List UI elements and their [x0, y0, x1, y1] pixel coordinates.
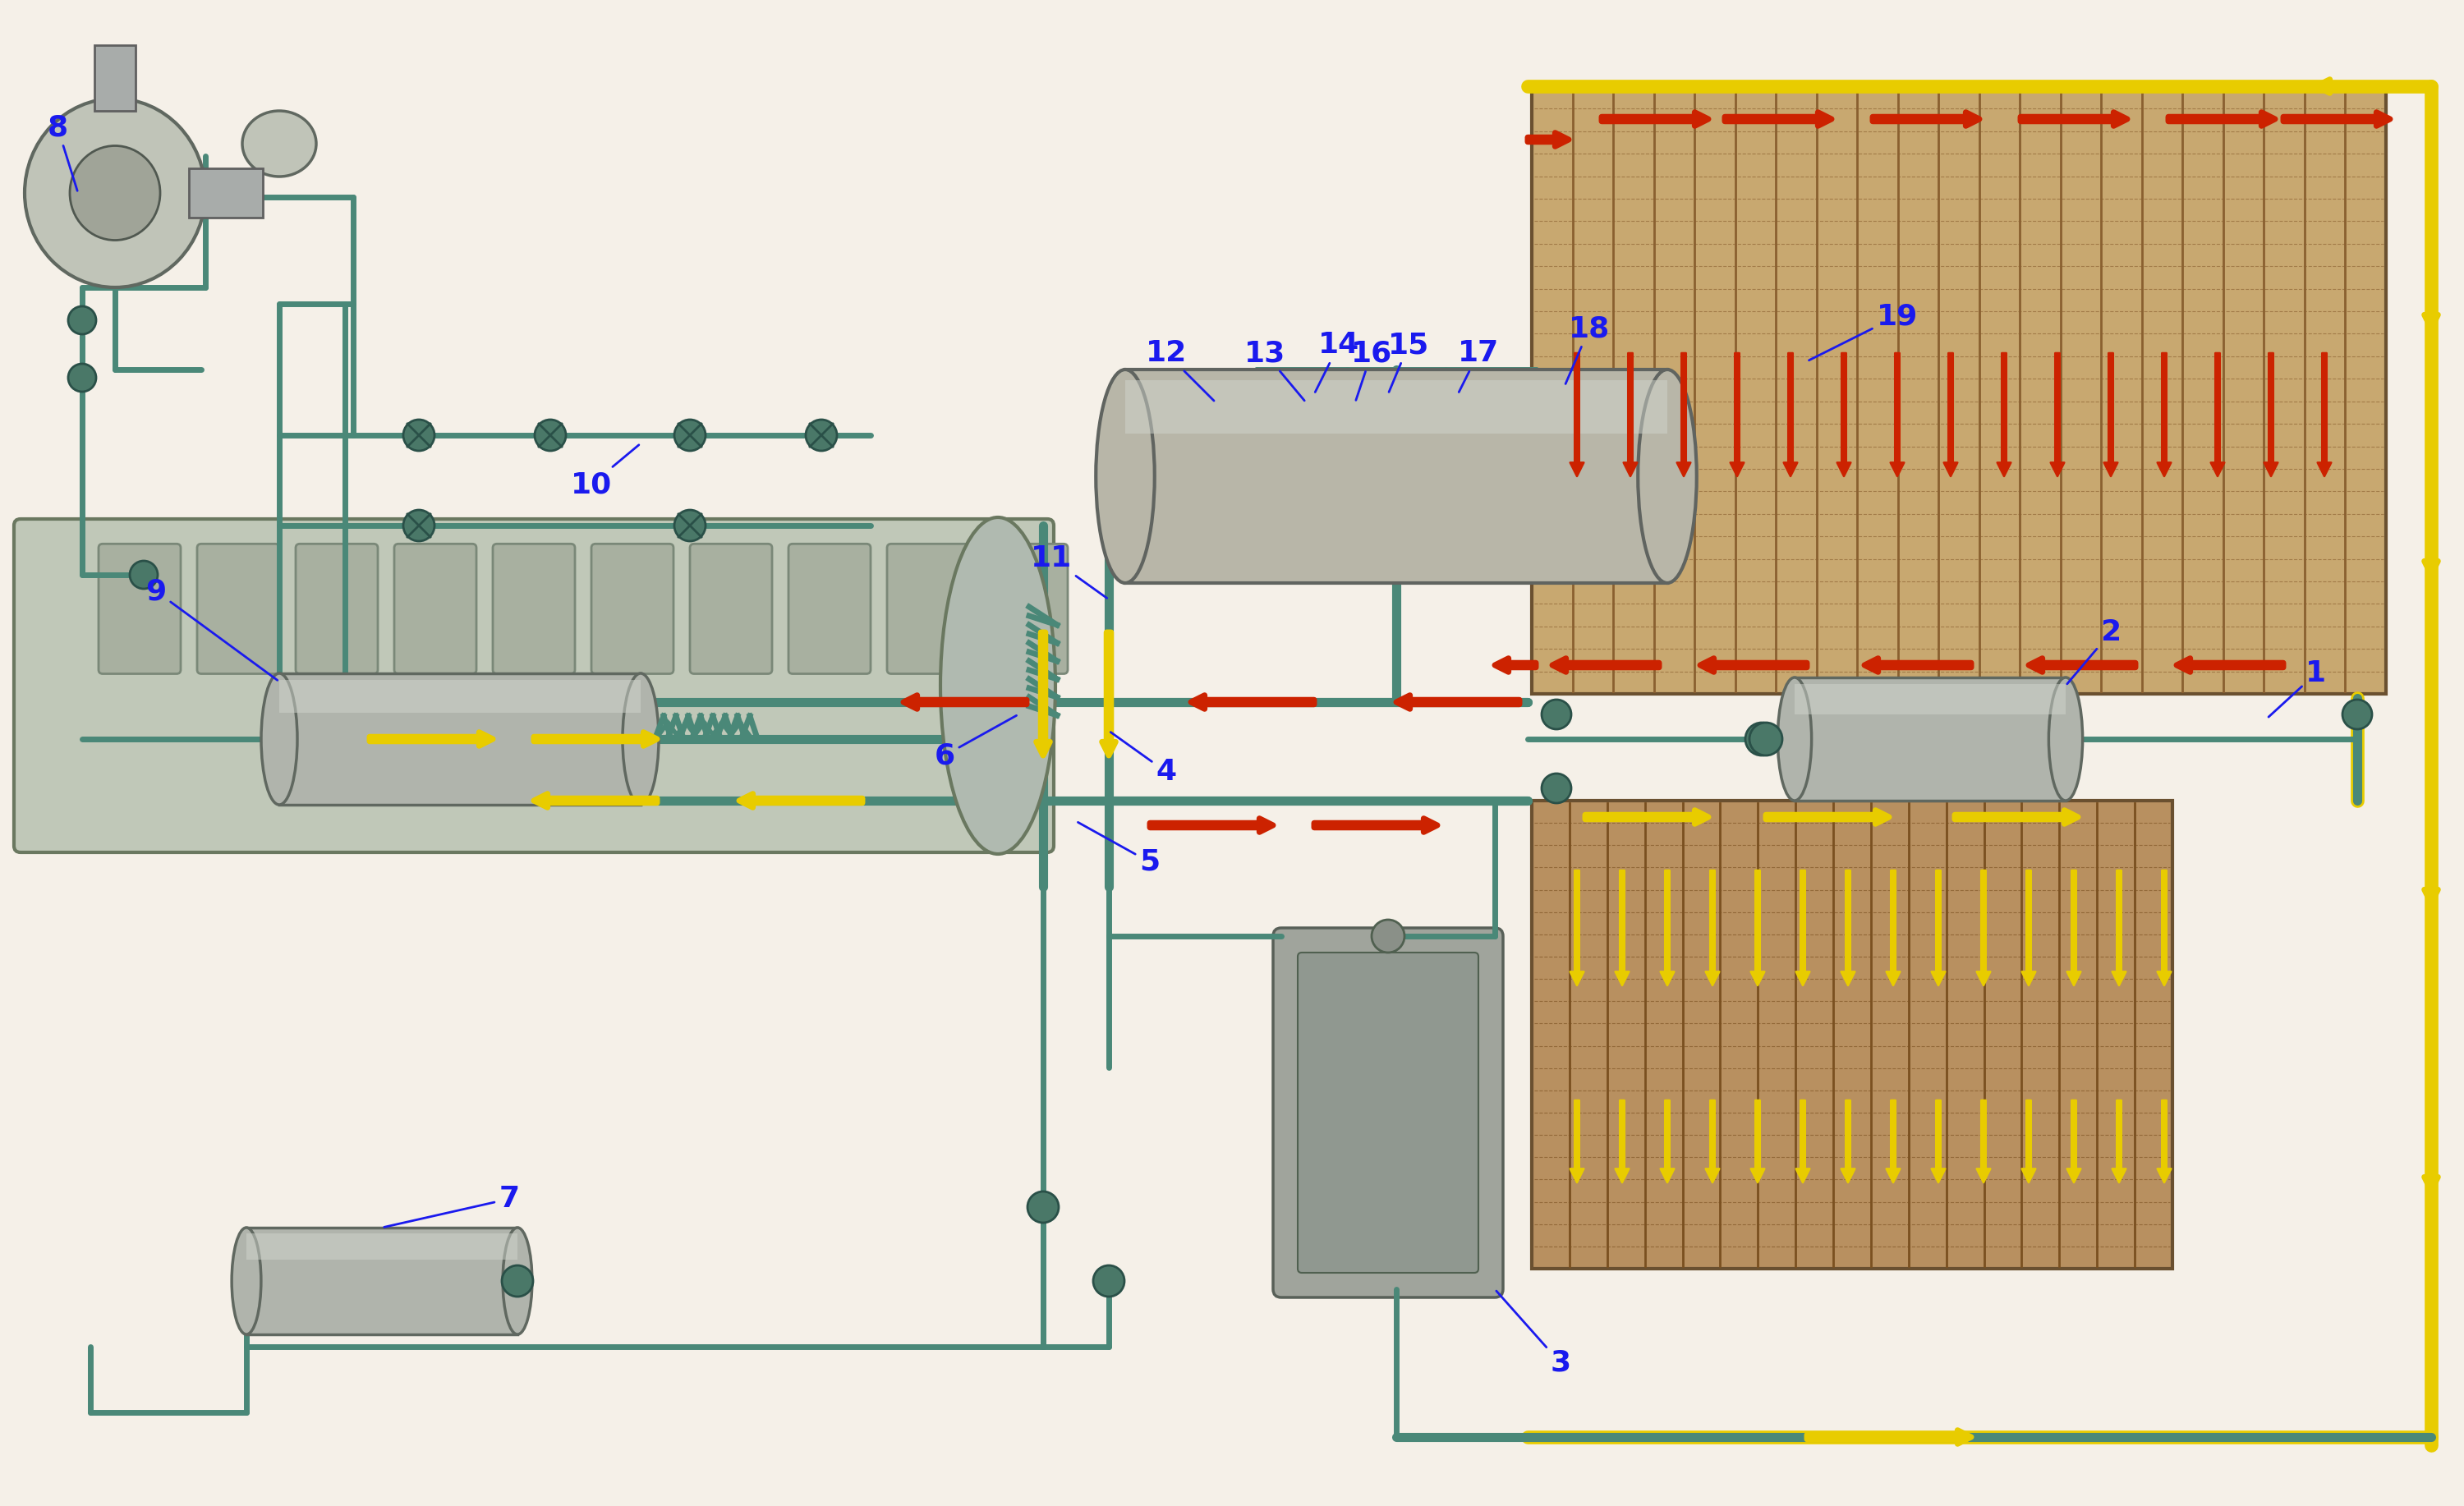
Bar [1126, 369, 1668, 583]
Text: 6: 6 [934, 715, 1018, 770]
Text: 18: 18 [1565, 315, 1609, 384]
Ellipse shape [1542, 700, 1572, 729]
Ellipse shape [1094, 1265, 1124, 1297]
Ellipse shape [1745, 723, 1779, 756]
Ellipse shape [675, 511, 705, 541]
Text: 7: 7 [384, 1185, 520, 1227]
Ellipse shape [1096, 369, 1156, 583]
Bar [190, 169, 264, 217]
Bar [1533, 86, 2385, 694]
Bar [94, 45, 136, 111]
Ellipse shape [232, 1227, 261, 1334]
FancyBboxPatch shape [296, 544, 377, 673]
Ellipse shape [806, 420, 838, 450]
Text: 9: 9 [145, 577, 278, 681]
Ellipse shape [69, 306, 96, 334]
Bar [1794, 678, 2065, 801]
Ellipse shape [1749, 723, 1781, 756]
Text: 3: 3 [1496, 1291, 1572, 1376]
FancyBboxPatch shape [690, 544, 771, 673]
FancyBboxPatch shape [1299, 952, 1478, 1273]
FancyBboxPatch shape [99, 544, 180, 673]
Ellipse shape [261, 673, 298, 804]
Ellipse shape [1639, 369, 1698, 583]
Bar [1533, 801, 2173, 1268]
Ellipse shape [1372, 920, 1404, 952]
Ellipse shape [1542, 774, 1572, 803]
Ellipse shape [1777, 678, 1811, 801]
FancyBboxPatch shape [197, 544, 278, 673]
FancyBboxPatch shape [986, 544, 1067, 673]
Ellipse shape [404, 511, 434, 541]
Text: 13: 13 [1244, 339, 1303, 401]
FancyBboxPatch shape [1274, 928, 1503, 1298]
Text: 14: 14 [1316, 331, 1360, 392]
FancyBboxPatch shape [493, 544, 574, 673]
Ellipse shape [2048, 678, 2082, 801]
Bar [278, 679, 641, 712]
FancyBboxPatch shape [887, 544, 968, 673]
Ellipse shape [404, 420, 434, 450]
Ellipse shape [941, 518, 1055, 854]
FancyBboxPatch shape [15, 520, 1055, 852]
Ellipse shape [25, 98, 205, 288]
Ellipse shape [623, 673, 658, 804]
Ellipse shape [675, 420, 705, 450]
Text: 5: 5 [1077, 822, 1161, 876]
Ellipse shape [535, 420, 567, 450]
Ellipse shape [503, 1227, 532, 1334]
Text: 17: 17 [1459, 339, 1498, 392]
Text: 16: 16 [1350, 339, 1392, 401]
Ellipse shape [503, 1265, 532, 1297]
FancyBboxPatch shape [591, 544, 673, 673]
Text: 12: 12 [1146, 339, 1215, 401]
Ellipse shape [2343, 700, 2373, 729]
Bar [1794, 684, 2065, 714]
FancyBboxPatch shape [394, 544, 476, 673]
Text: 19: 19 [1809, 303, 1917, 360]
Ellipse shape [1027, 1191, 1060, 1223]
Text: 4: 4 [1111, 732, 1178, 786]
Text: 11: 11 [1030, 545, 1106, 598]
Ellipse shape [69, 364, 96, 392]
Bar [246, 1233, 517, 1259]
Ellipse shape [241, 111, 315, 176]
Text: 10: 10 [572, 444, 638, 498]
Ellipse shape [131, 560, 158, 589]
Ellipse shape [69, 146, 160, 239]
Text: 8: 8 [47, 113, 76, 191]
Bar [1126, 380, 1668, 434]
Bar [246, 1227, 517, 1334]
Text: 15: 15 [1387, 331, 1429, 392]
Text: 2: 2 [2067, 619, 2122, 684]
Text: 1: 1 [2269, 660, 2326, 717]
FancyBboxPatch shape [788, 544, 870, 673]
Bar [278, 673, 641, 804]
